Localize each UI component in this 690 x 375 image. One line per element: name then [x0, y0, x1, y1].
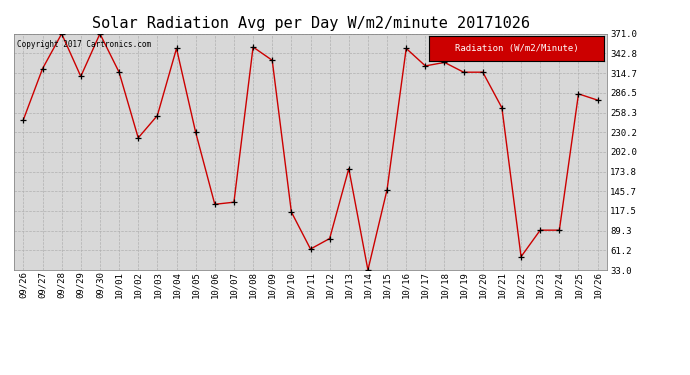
Text: Copyright 2017 Cartronics.com: Copyright 2017 Cartronics.com [17, 40, 151, 49]
Title: Solar Radiation Avg per Day W/m2/minute 20171026: Solar Radiation Avg per Day W/m2/minute … [92, 16, 529, 31]
